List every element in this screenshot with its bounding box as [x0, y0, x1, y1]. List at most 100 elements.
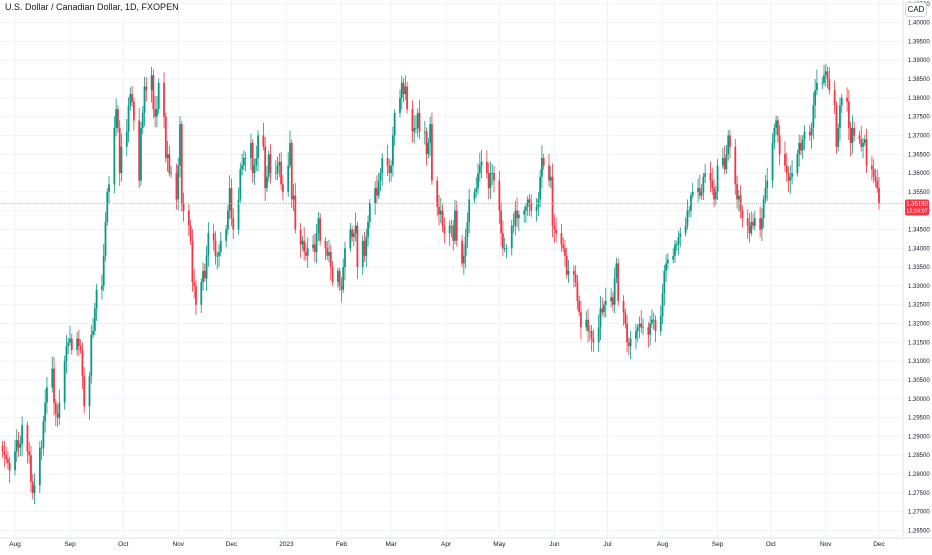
candle-body: [525, 206, 527, 211]
candle-body: [835, 105, 838, 147]
candle-body: [462, 255, 465, 264]
candle-body: [180, 124, 183, 204]
candle-body: [274, 173, 277, 174]
candle-body: [138, 120, 141, 181]
candle-body: [44, 402, 47, 422]
candle-body: [833, 90, 836, 106]
candle-body: [175, 173, 178, 200]
candle-body: [191, 240, 194, 283]
candle-body: [399, 97, 401, 113]
candle-body: [411, 109, 414, 132]
candle-body: [14, 451, 16, 471]
candle-body: [599, 308, 602, 328]
candle-body: [349, 229, 352, 249]
candle-body: [555, 229, 558, 234]
candle-body: [452, 225, 455, 241]
candle-body: [808, 131, 811, 136]
candle-body: [450, 225, 453, 227]
price-axis[interactable]: 1.405001.400001.395001.390001.385001.380…: [908, 2, 930, 535]
price-tick-label: 1.34500: [908, 227, 930, 233]
candle-body: [500, 210, 503, 234]
candle-body: [798, 142, 801, 155]
candle-body: [578, 300, 581, 313]
candle-body: [698, 188, 701, 196]
time-axis[interactable]: Aug Sep Oct Nov Dec 2023 Feb Mar Apr May Jun Jul Aug…: [9, 541, 885, 548]
candle-body: [212, 233, 215, 241]
candle-body: [517, 214, 520, 219]
time-tick-label: Sep: [712, 541, 724, 548]
price-tick-label: 1.30500: [908, 378, 930, 384]
price-tick-label: 1.28500: [908, 453, 930, 459]
candle-body: [562, 244, 565, 249]
candle-body: [108, 184, 110, 192]
currency-button[interactable]: CAD: [905, 2, 927, 17]
candle-body: [590, 331, 593, 339]
candle-body: [512, 225, 515, 227]
candle-body: [516, 210, 518, 219]
candle-body: [551, 176, 554, 226]
candle-body: [592, 338, 595, 343]
candle-body: [154, 109, 157, 117]
candle-body: [354, 225, 357, 234]
candle-body: [242, 158, 245, 166]
candle-body: [697, 188, 699, 192]
time-tick-label: Apr: [441, 541, 452, 548]
candle-body: [840, 97, 843, 106]
candle-body: [674, 244, 676, 256]
time-tick-label: May: [493, 541, 506, 548]
candle-body: [21, 425, 23, 444]
candle-body: [241, 165, 243, 170]
candle-body: [874, 176, 877, 181]
candle-body: [846, 97, 848, 102]
candle-body: [800, 142, 802, 151]
candle-body: [775, 120, 778, 128]
candle-body: [784, 154, 786, 166]
candle-body: [294, 195, 297, 230]
candle-body: [127, 105, 130, 132]
time-tick-label: Aug: [9, 541, 21, 548]
candle-body: [686, 210, 689, 226]
price-tick-label: 1.27500: [908, 491, 930, 497]
bar-countdown: 12:24:07: [906, 209, 927, 215]
candle-body: [787, 173, 790, 181]
price-tick-label: 1.29500: [908, 416, 930, 422]
candle-body: [615, 263, 618, 279]
candlestick-series: [1, 63, 880, 504]
candle-body: [329, 252, 332, 268]
candle-body: [388, 165, 391, 174]
candle-body: [764, 188, 767, 200]
candle-body: [69, 338, 71, 343]
candle-body: [207, 233, 210, 256]
candle-body: [315, 233, 318, 253]
candle-body: [418, 112, 421, 132]
price-tick-label: 1.36000: [908, 171, 930, 177]
candle-body: [647, 327, 650, 335]
candle-body: [610, 297, 613, 301]
candle-body: [230, 188, 233, 219]
candle-body: [651, 319, 653, 324]
candle-body: [93, 308, 96, 332]
candle-body: [766, 180, 769, 189]
candle-body: [324, 240, 327, 249]
candle-body: [214, 240, 217, 256]
symbol-title[interactable]: U.S. Dollar / Canadian Dollar, 1D, FXOPE…: [5, 2, 179, 12]
candle-body: [140, 127, 142, 181]
candle-body: [42, 421, 45, 448]
candle-body: [737, 195, 740, 200]
candle-body: [510, 225, 513, 249]
candle-body: [734, 146, 737, 185]
candle-body: [652, 319, 655, 321]
candle-body: [393, 112, 396, 136]
candle-body: [1, 445, 4, 452]
candle-body: [278, 161, 281, 166]
candle-body: [729, 135, 731, 147]
candle-body: [548, 165, 550, 181]
candle-body: [588, 331, 591, 332]
candle-body: [81, 349, 84, 377]
candle-body: [542, 158, 545, 166]
candle-body: [603, 304, 605, 313]
candle-body: [523, 210, 526, 215]
candle-body: [326, 248, 329, 256]
candle-body: [443, 225, 446, 234]
